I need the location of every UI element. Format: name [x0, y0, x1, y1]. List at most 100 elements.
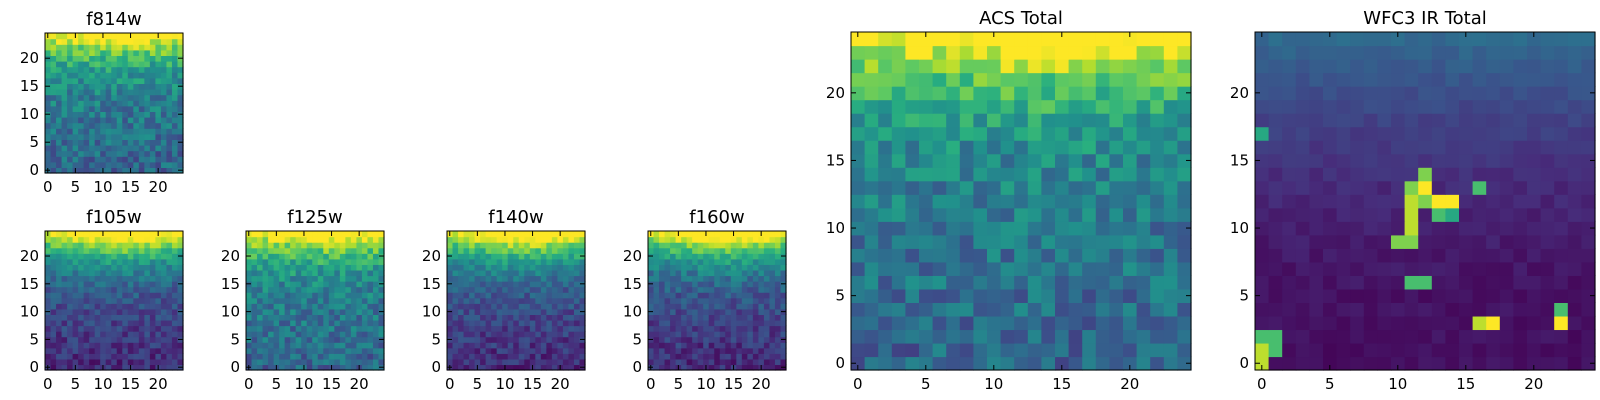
- heatmap-cell: [458, 325, 465, 332]
- heatmap-cell: [1445, 72, 1460, 87]
- heatmap-cell: [345, 231, 352, 238]
- heatmap-cell: [675, 247, 682, 254]
- heatmap-cell: [959, 59, 974, 74]
- heatmap-cell: [144, 281, 151, 288]
- heatmap-cell: [72, 325, 79, 332]
- heatmap-cell: [166, 105, 173, 112]
- heatmap-cell: [149, 286, 156, 293]
- heatmap-cell: [507, 297, 514, 304]
- heatmap-cell: [295, 264, 302, 271]
- heatmap-cell: [171, 364, 179, 371]
- heatmap-cell: [317, 236, 324, 243]
- heatmap-cell: [94, 44, 101, 51]
- heatmap-cell: [670, 242, 677, 249]
- heatmap-cell: [1472, 126, 1487, 141]
- heatmap-cell: [1486, 180, 1501, 195]
- heatmap-cell: [905, 302, 920, 317]
- heatmap-cell: [1041, 207, 1056, 222]
- heatmap-cell: [1255, 59, 1270, 74]
- heatmap-cell: [774, 292, 782, 299]
- heatmap-cell: [45, 100, 52, 107]
- heatmap-cell: [127, 150, 134, 157]
- heatmap-cell: [61, 100, 68, 107]
- heatmap-cell: [378, 292, 385, 299]
- heatmap-cell: [973, 167, 988, 182]
- heatmap-cell: [1527, 126, 1542, 141]
- heatmap-cell: [878, 32, 893, 47]
- heatmap-cell: [100, 133, 107, 140]
- heatmap-cell: [171, 242, 179, 249]
- heatmap-cell: [1027, 342, 1042, 358]
- heatmap-cell: [78, 61, 85, 68]
- heatmap-cell: [105, 77, 112, 84]
- heatmap-cell: [973, 302, 988, 317]
- heatmap-cell: [562, 236, 570, 243]
- heatmap-cell: [306, 358, 313, 366]
- heatmap-cell: [61, 44, 68, 51]
- heatmap-cell: [1150, 221, 1165, 236]
- x-tick-label: 0: [43, 178, 53, 196]
- heatmap-cell: [72, 55, 79, 62]
- heatmap-cell: [323, 336, 330, 343]
- heatmap-cell: [1350, 72, 1365, 87]
- heatmap-cell: [664, 292, 671, 299]
- heatmap-cell: [138, 303, 145, 310]
- heatmap-cell: [262, 353, 269, 360]
- heatmap-cell: [133, 358, 140, 366]
- heatmap-cell: [78, 253, 85, 260]
- heatmap-cell: [1041, 302, 1056, 317]
- x-tick-label: 20: [1524, 375, 1543, 393]
- heatmap-cell: [1095, 180, 1110, 195]
- heatmap-cell: [361, 286, 369, 293]
- heatmap-cell: [116, 100, 123, 107]
- heatmap-cell: [664, 247, 671, 254]
- heatmap-cell: [251, 242, 258, 249]
- heatmap-cell: [306, 242, 313, 249]
- heatmap-cell: [1336, 356, 1351, 371]
- heatmap-cell: [116, 308, 123, 315]
- heatmap-cell: [1163, 234, 1178, 249]
- heatmap-cell: [1513, 288, 1528, 303]
- heatmap-cell: [83, 89, 90, 96]
- heatmap-cell: [736, 275, 743, 282]
- heatmap-cell: [1391, 126, 1406, 141]
- heatmap-cell: [166, 264, 173, 271]
- heatmap-cell: [1027, 167, 1042, 182]
- heatmap-cell: [1431, 72, 1446, 87]
- heatmap-cell: [1041, 99, 1056, 114]
- heatmap-cell: [78, 38, 85, 45]
- heatmap-cell: [56, 161, 63, 168]
- heatmap-cell: [1404, 32, 1419, 47]
- heatmap-cell: [372, 364, 380, 371]
- heatmap-cell: [350, 342, 357, 349]
- heatmap-cell: [111, 128, 118, 135]
- heatmap-cell: [1540, 99, 1555, 114]
- heatmap-cell: [1377, 261, 1392, 276]
- heatmap-cell: [1123, 72, 1138, 87]
- heatmap-cell: [719, 358, 726, 366]
- heatmap-cell: [447, 358, 454, 366]
- heatmap-cell: [122, 236, 129, 243]
- heatmap-cell: [987, 86, 1002, 101]
- heatmap-cell: [719, 292, 726, 299]
- heatmap-cell: [56, 77, 63, 84]
- heatmap-cell: [1123, 302, 1138, 317]
- heatmap-cell: [378, 231, 385, 238]
- heatmap-cell: [367, 286, 374, 293]
- heatmap-cell: [56, 55, 63, 62]
- heatmap-cell: [1486, 261, 1501, 276]
- heatmap-cell: [361, 292, 369, 299]
- heatmap-cell: [458, 364, 465, 371]
- heatmap-cell: [653, 336, 660, 343]
- heatmap-cell: [736, 331, 743, 338]
- heatmap-cell: [279, 342, 286, 349]
- heatmap-cell: [987, 234, 1002, 249]
- heatmap-cell: [378, 314, 385, 321]
- heatmap-cell: [987, 302, 1002, 317]
- heatmap-cell: [317, 331, 324, 338]
- heatmap-cell: [540, 242, 547, 249]
- heatmap-cell: [747, 325, 754, 332]
- heatmap-cell: [1095, 32, 1110, 47]
- heatmap-cell: [171, 331, 179, 338]
- heatmap-cell: [1431, 342, 1446, 358]
